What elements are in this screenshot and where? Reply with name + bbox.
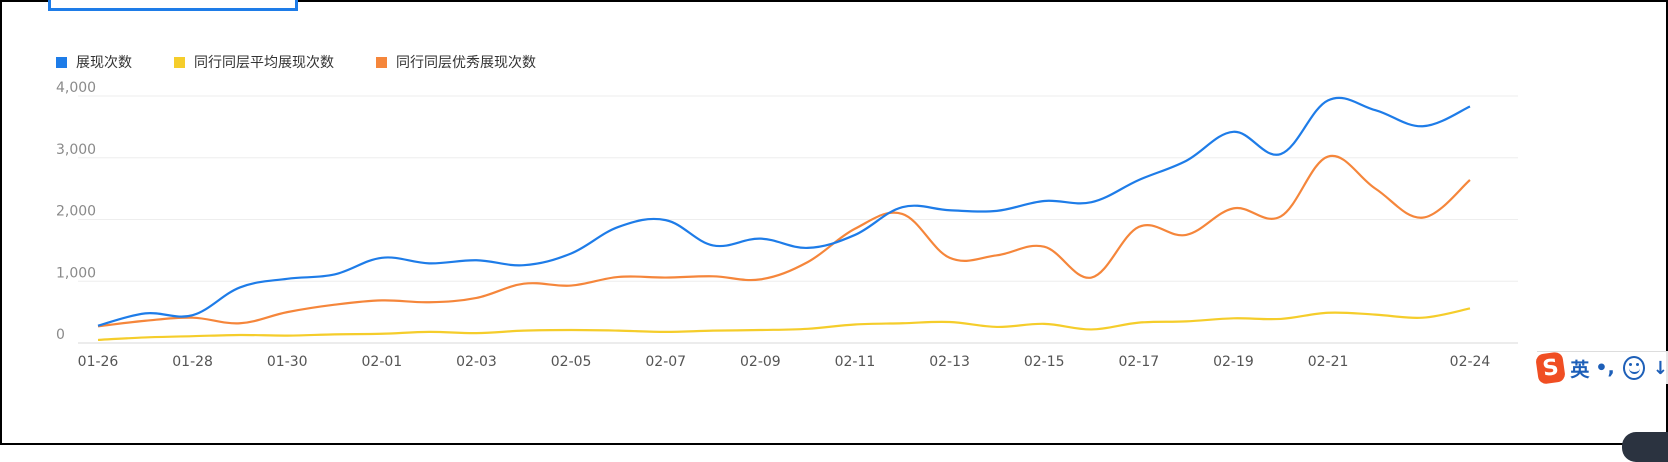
y-tick-label: 0 [56,327,65,343]
y-tick-label: 4,000 [56,80,96,96]
x-tick-label: 02-11 [835,354,876,370]
legend-swatch-icon [174,56,185,68]
line-chart: 0 1,000 2,000 3,000 4,000 01-26 01-28 01-30 02-0… [56,80,1518,370]
series-line [97,96,1471,327]
x-tick-label: 02-15 [1024,354,1065,370]
selected-tab-outline[interactable] [48,0,298,11]
legend-label: 展现次数 [76,55,132,71]
x-tick-label: 01-26 [78,354,119,370]
x-tick-label: 02-19 [1213,354,1254,370]
ime-toolbar[interactable]: S 英 •, ↓ [1535,351,1668,385]
smiley-icon[interactable] [1622,356,1645,380]
x-tick-label: 02-05 [551,354,592,370]
chart-legend: 展现次数 同行同层平均展现次数 同行同层优秀展现次数 [56,52,578,72]
x-tick-label: 02-03 [456,354,497,370]
x-tick-label: 02-13 [929,354,970,370]
legend-swatch-icon [376,56,387,68]
series-line [97,307,1471,342]
ime-punctuation-toggle[interactable]: •, [1595,357,1615,379]
legend-item-peer-average[interactable]: 同行同层平均展现次数 [174,52,334,72]
legend-swatch-icon [56,56,67,68]
y-tick-label: 2,000 [56,204,96,220]
series-line [97,154,1471,328]
floating-widget[interactable] [1622,432,1668,462]
x-tick-label: 02-17 [1118,354,1159,370]
x-tick-label: 02-01 [362,354,403,370]
legend-label: 同行同层优秀展现次数 [396,55,536,71]
ime-more-icon[interactable]: ↓ [1652,357,1668,379]
x-tick-label: 02-07 [645,354,686,370]
legend-item-peer-excellent[interactable]: 同行同层优秀展现次数 [376,52,536,72]
chart-panel [0,0,1668,445]
x-tick-label: 02-24 [1450,354,1491,370]
legend-label: 同行同层平均展现次数 [194,55,334,71]
y-tick-label: 1,000 [56,265,96,281]
legend-item-impressions[interactable]: 展现次数 [56,52,132,72]
x-tick-label: 01-28 [172,354,213,370]
ime-language-toggle[interactable]: 英 [1570,358,1590,381]
x-tick-label: 01-30 [267,354,308,370]
x-tick-label: 02-21 [1308,354,1349,370]
sogou-logo-icon[interactable]: S [1535,351,1567,385]
x-tick-label: 02-09 [740,354,781,370]
y-tick-label: 3,000 [56,142,96,158]
